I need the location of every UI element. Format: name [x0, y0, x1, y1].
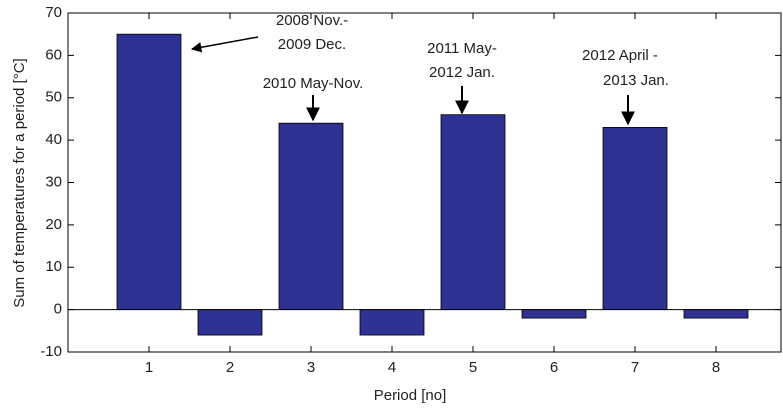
x-tick-label: 6 — [550, 359, 558, 376]
x-tick-label: 3 — [307, 359, 315, 376]
x-tick-label: 4 — [388, 359, 396, 376]
annotation-arrow — [190, 36, 259, 53]
x-tick-label: 1 — [145, 359, 153, 376]
bar — [278, 122, 344, 311]
x-tick-label: 7 — [631, 359, 639, 376]
y-tick-label: 40 — [45, 131, 62, 148]
y-tick-label: 50 — [45, 89, 62, 106]
plot-frame — [67, 12, 782, 353]
bar — [116, 33, 182, 311]
y-tick-label: -10 — [40, 343, 62, 360]
x-tick-label: 8 — [712, 359, 720, 376]
bar — [683, 309, 749, 319]
y-axis-label: Sum of temperatures for a period [°C] — [11, 58, 28, 307]
y-tick-label: 70 — [45, 4, 62, 21]
bar — [197, 309, 263, 336]
bar — [440, 114, 506, 311]
annotation-text: 2013 Jan. — [603, 72, 669, 89]
annotation-text: 2008 Nov.- — [276, 12, 348, 29]
bar — [359, 309, 425, 336]
y-tick-label: 60 — [45, 46, 62, 63]
y-tick-label: 0 — [54, 301, 62, 318]
x-tick-label: 2 — [226, 359, 234, 376]
x-axis-label: Period [no] — [374, 387, 447, 404]
y-tick-label: 20 — [45, 216, 62, 233]
annotation-text: 2011 May- — [427, 40, 497, 57]
annotation-text: 2010 May-Nov. — [263, 75, 364, 92]
annotations: 2008 Nov.- 2009 Dec. 2010 May-Nov. 2011 … — [190, 12, 669, 126]
annotation-text: 2009 Dec. — [278, 36, 346, 53]
annotation-text: 2012 Jan. — [429, 64, 495, 81]
y-tick-label: 30 — [45, 173, 62, 190]
bar — [521, 309, 587, 319]
x-tick-label: 5 — [469, 359, 477, 376]
y-tick-label: 10 — [45, 258, 62, 275]
bar — [602, 127, 668, 311]
annotation-text: 2012 April - — [582, 47, 658, 64]
plot-area: -10 0 10 20 30 40 50 60 70 1 2 3 4 5 6 7 8 — [40, 4, 781, 376]
